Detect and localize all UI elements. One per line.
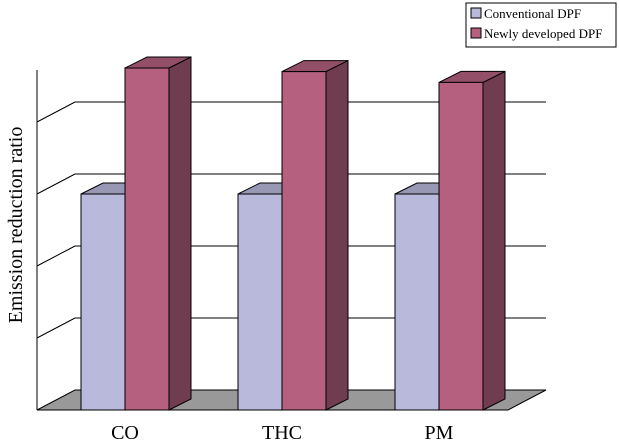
legend-label: Conventional DPF [484,6,581,21]
x-tick-label: PM [425,422,454,443]
bar-side [325,59,349,411]
legend-swatch [470,7,482,19]
bar-side [168,56,192,411]
gridline-depth [36,101,76,123]
x-tick-label: THC [262,422,302,443]
bar-front [394,193,440,411]
bars [80,56,506,411]
bar-front [80,193,126,411]
gridline-depth [36,245,76,267]
bar-side [482,70,506,411]
bar [438,70,506,411]
legend: Conventional DPF Newly developed DPF [465,2,617,48]
bar-front [237,193,283,411]
gridline-depth [36,317,76,339]
bar-front [124,67,170,411]
legend-label: Newly developed DPF [484,26,602,41]
bar [281,59,349,411]
bar-front [438,81,484,411]
gridline-depth [36,173,76,195]
x-tick-labels: CO THC PM [111,422,454,443]
legend-box [465,2,617,48]
bar [124,56,192,411]
bar-front [281,71,327,411]
y-axis-title: Emission reduction ratio [5,127,27,324]
x-tick-label: CO [111,422,139,443]
legend-swatch [470,27,482,39]
